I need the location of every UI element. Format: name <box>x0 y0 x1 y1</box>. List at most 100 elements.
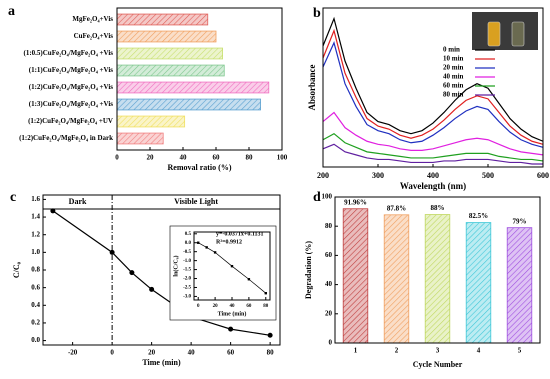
value-label: 91.96% <box>344 198 367 206</box>
y-tick-label: 60 <box>325 251 333 259</box>
point <box>228 326 234 332</box>
annotation: y=-0.0371x+0.1131 <box>216 231 264 237</box>
x-tick-label: 0 <box>197 304 200 309</box>
y-axis-label: Degradation (%) <box>304 241 313 299</box>
x-tick-label: 0 <box>110 349 114 357</box>
x-tick-label: 80 <box>263 304 269 309</box>
bar <box>116 115 186 128</box>
x-tick-label: 20 <box>213 304 219 309</box>
x-tick-label: 40 <box>180 154 188 162</box>
bar <box>116 64 225 77</box>
y-tick-label: (1:2)CuFe₂O₄/MgFe₂O₄ +UV <box>28 117 113 125</box>
series-line <box>322 111 544 156</box>
x-tick-label: 20 <box>148 349 156 357</box>
y-tick-label: (1:3)CuFe₂O₄/MgFe₂O₄ +Vis <box>29 100 114 108</box>
y-tick-label: 0.5 <box>185 232 192 237</box>
x-tick-label: 80 <box>267 349 275 357</box>
y-tick-label: MgFe₂O₄+Vis <box>72 15 113 23</box>
x-tick-label: 1 <box>354 347 358 355</box>
bar <box>424 214 451 344</box>
x-axis-label: Time (min) <box>142 358 181 367</box>
point <box>205 246 208 249</box>
y-axis-label: C/C₀ <box>12 261 21 278</box>
value-label: 87.8% <box>387 204 406 212</box>
bar <box>342 208 369 344</box>
x-tick-label: 20 <box>147 154 155 162</box>
y-tick-label: 80 <box>325 222 333 230</box>
series-line <box>322 132 544 162</box>
point <box>230 264 234 268</box>
y-tick-label: 0.0 <box>185 241 192 246</box>
y-tick-label: -1.0 <box>183 259 191 264</box>
x-tick-label: 400 <box>427 171 439 180</box>
y-tick-label: (1:0.5)CuFe₂O₄/MgFe₂O₄ +Vis <box>24 49 114 57</box>
y-tick-label: (1:2)CuFe₂O₄/MgFe₂O₄ +Vis <box>29 83 114 91</box>
panel-label: b <box>313 6 321 21</box>
plot-frame <box>116 7 283 151</box>
panel-label: c <box>10 190 16 205</box>
x-axis-label: Removal ratio (%) <box>168 163 232 172</box>
x-tick-label: 80 <box>246 154 254 162</box>
legend-label: 80 min <box>443 91 464 99</box>
y-tick-label: 100 <box>322 193 333 201</box>
y-tick-label: 0.0 <box>31 336 40 344</box>
bar <box>116 132 164 145</box>
x-tick-label: 600 <box>537 171 549 180</box>
legend-label: 20 min <box>443 64 464 72</box>
bar <box>116 81 270 94</box>
x-tick-label: 3 <box>436 347 440 355</box>
annotation: R²=0.9912 <box>216 239 242 245</box>
y-tick-label: 1.0 <box>31 248 40 256</box>
y-tick-label: 1.2 <box>31 230 40 238</box>
x-tick-label: 40 <box>230 304 236 309</box>
y-tick-label: 0.6 <box>31 283 40 291</box>
y-tick-label: 0.4 <box>31 301 40 309</box>
point <box>267 332 273 338</box>
x-tick-label: 300 <box>372 171 384 180</box>
x-tick-label: 5 <box>518 347 522 355</box>
legend-label: 0 min <box>443 46 460 54</box>
bar <box>506 227 533 344</box>
x-tick-label: 60 <box>227 349 235 357</box>
point <box>213 251 217 254</box>
y-tick-label: (1:2)CuFe₂O₄/MgFe₂O₄ in Dark <box>19 134 113 142</box>
x-tick-label: 2 <box>395 347 399 355</box>
plot-frame <box>334 196 541 344</box>
panel-label: d <box>313 190 321 205</box>
x-tick-label: 500 <box>482 171 494 180</box>
y-tick-label: -2.5 <box>183 286 191 291</box>
y-tick-label: -1.5 <box>183 268 191 273</box>
bar <box>116 30 217 43</box>
y-axis-label: ln(C/C₀) <box>172 255 179 276</box>
x-axis-label: Time (min) <box>218 310 247 317</box>
series-line <box>322 16 544 142</box>
point <box>149 286 155 292</box>
legend-label: 10 min <box>443 55 464 63</box>
y-tick-label: 1.6 <box>31 195 40 203</box>
y-tick-label: 0.8 <box>31 266 40 274</box>
vial-photo <box>472 12 538 50</box>
x-tick-label: 4 <box>477 347 481 355</box>
point <box>129 270 135 276</box>
point <box>247 278 251 281</box>
point <box>264 292 267 295</box>
y-axis-label: Absorbance <box>307 64 317 110</box>
series-line <box>198 242 267 294</box>
y-tick-label: -0.5 <box>183 250 191 255</box>
y-tick-label: 1.4 <box>31 213 40 221</box>
legend-label: 60 min <box>443 82 464 90</box>
y-tick-label: 40 <box>325 280 333 288</box>
bar <box>465 222 492 344</box>
series-line <box>322 41 544 148</box>
x-tick-label: 60 <box>213 154 221 162</box>
x-axis-label: Cycle Number <box>413 360 463 369</box>
y-tick-label: 0.2 <box>31 319 40 327</box>
x-tick-label: 60 <box>246 304 252 309</box>
point <box>50 208 56 214</box>
y-tick-label: -2.0 <box>183 277 191 282</box>
value-label: 82.5% <box>469 212 488 220</box>
x-axis-label: Wavelength (nm) <box>400 181 466 191</box>
y-tick-label: CuFe₂O₄+Vis <box>74 32 114 40</box>
series-line <box>322 28 544 145</box>
